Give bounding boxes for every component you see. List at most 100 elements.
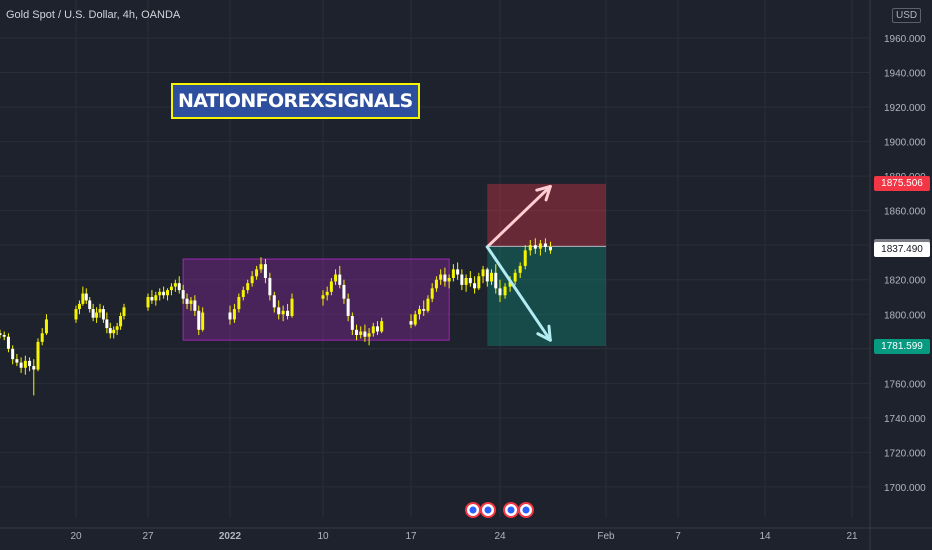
candle-body [430, 288, 434, 299]
candle-body [329, 281, 333, 292]
price-tag: 1781.599 [874, 338, 930, 354]
candle-body [473, 283, 477, 289]
candle-body [84, 293, 88, 301]
time-tick-label: 14 [759, 531, 771, 542]
candle-body [268, 277, 272, 296]
candle-body [451, 269, 455, 278]
price-axis[interactable]: 1700.0001720.0001740.0001760.0001780.000… [884, 34, 926, 494]
candle-body [105, 319, 109, 329]
time-tick-label: 7 [675, 531, 681, 542]
candle-body [498, 288, 502, 296]
time-tick-label: 21 [846, 531, 858, 542]
price-tick-label: 1740.000 [884, 414, 926, 425]
candle-body [513, 272, 517, 282]
currency-badge[interactable]: USD [892, 8, 922, 23]
candle-body [409, 321, 413, 325]
candle-body [193, 300, 197, 311]
candle-body [112, 329, 116, 334]
candle-body [36, 341, 40, 370]
candle-body [477, 276, 481, 289]
candle-body [246, 283, 250, 291]
candle-body [228, 312, 232, 320]
time-tick-label: 2022 [219, 531, 242, 542]
candle-body [119, 315, 123, 327]
candle-body [468, 277, 472, 284]
candle-body [277, 307, 281, 315]
candle-body [32, 366, 36, 370]
candle-body [88, 300, 92, 310]
price-tag: 1875.506 [874, 176, 930, 192]
candle-body [15, 359, 19, 363]
price-tick-label: 1860.000 [884, 207, 926, 218]
candle-body [426, 298, 430, 311]
time-tick-label: Feb [597, 531, 615, 542]
consolidation-box [182, 258, 450, 341]
candle-body [169, 286, 173, 291]
candle-body [359, 331, 363, 335]
candle-body [40, 333, 44, 342]
candle-body [460, 274, 464, 285]
candle-body [355, 329, 359, 335]
candle-body [19, 362, 23, 368]
candle-body [456, 269, 460, 275]
candle-body [447, 277, 451, 282]
candle-body [108, 328, 112, 334]
arrow-head [544, 184, 552, 202]
candle-body [0, 333, 2, 335]
candle-body [166, 290, 170, 296]
candlestick-series [0, 238, 552, 396]
time-axis[interactable]: 20 27 2022 10 17 24 Feb 7 14 21 [70, 531, 858, 542]
candle-body [443, 274, 447, 282]
price-tick-label: 1940.000 [884, 69, 926, 80]
candle-body [173, 283, 177, 287]
price-tag: 1837.490 [874, 242, 930, 258]
candle-body [98, 309, 102, 313]
candle-body [11, 348, 15, 360]
price-tick-label: 1900.000 [884, 138, 926, 149]
economic-events [465, 502, 534, 518]
candle-body [259, 264, 263, 270]
candle-body [44, 319, 48, 334]
candle-body [290, 298, 294, 316]
price-tick-label: 1960.000 [884, 34, 926, 45]
projection-arrows [485, 184, 552, 342]
time-tick-label: 20 [70, 531, 82, 542]
candle-body [464, 277, 468, 285]
candle-body [189, 300, 193, 304]
candle-body [413, 314, 417, 325]
candle-body [181, 290, 185, 299]
chart-title: Gold Spot / U.S. Dollar, 4h, OANDA [6, 9, 181, 21]
price-tick-label: 1920.000 [884, 103, 926, 114]
candle-body [363, 331, 367, 337]
watermark-label: NATIONFOREXSIGNALS [171, 83, 420, 119]
candle-body [101, 309, 105, 320]
event-flag-dot [522, 506, 530, 514]
down-arrow-shaft [485, 245, 552, 342]
candle-body [154, 295, 158, 301]
candle-body [122, 307, 126, 316]
candle-body [158, 291, 162, 296]
candle-body [91, 309, 95, 318]
candle-body [543, 243, 547, 247]
price-tick-label: 1820.000 [884, 276, 926, 287]
candle-body [375, 326, 379, 332]
candle-body [6, 336, 10, 349]
event-flag-dot [484, 506, 492, 514]
candle-body [342, 284, 346, 299]
candle-body [422, 309, 426, 311]
candle-body [434, 279, 438, 289]
event-flag-dot [469, 506, 477, 514]
candle-body [485, 269, 489, 282]
candle-body [417, 309, 421, 315]
price-tick-label: 1720.000 [884, 448, 926, 459]
time-tick-label: 17 [405, 531, 417, 542]
candle-body [255, 269, 259, 277]
candle-body [380, 321, 384, 332]
candle-body [232, 309, 236, 320]
event-flag-dot [507, 506, 515, 514]
candle-body [28, 360, 32, 367]
candle-body [548, 246, 552, 251]
arrow-head [536, 332, 552, 342]
price-tick-label: 1700.000 [884, 483, 926, 494]
